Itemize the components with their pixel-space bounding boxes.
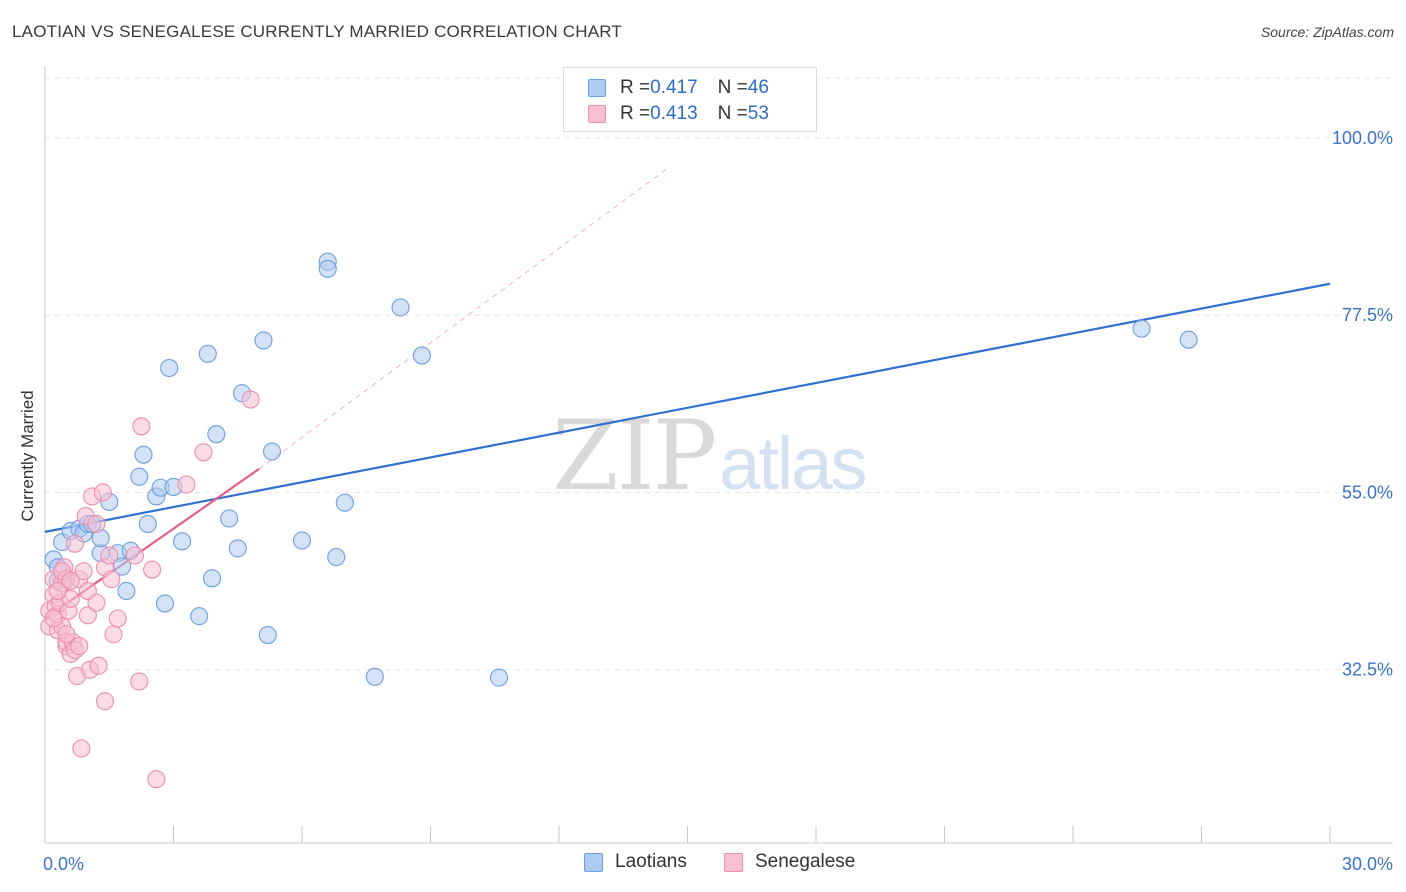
x-tick-label: 30.0%	[1342, 854, 1393, 874]
x-tick-label: 0.0%	[43, 854, 84, 874]
grid-layer	[45, 77, 1393, 671]
n-value: 46	[747, 77, 769, 98]
laotians-point	[190, 607, 209, 626]
laotians-point	[130, 467, 149, 486]
senegalese-point	[143, 560, 162, 579]
senegalese-point	[78, 606, 97, 625]
senegalese-legend-swatch	[724, 852, 743, 872]
senegalese-point	[125, 546, 144, 565]
r-label: R =	[620, 103, 651, 124]
legend-item-senegalese[interactable]: Senegalese	[724, 851, 855, 873]
senegalese-point	[108, 609, 127, 628]
y-tick-label: 55.0%	[1342, 482, 1393, 502]
laotians-point	[203, 569, 222, 588]
tick-label-layer: 100.0% 77.5% 55.0% 32.5% 0.0% 30.0%	[43, 128, 1393, 874]
senegalese-point	[132, 417, 151, 436]
y-tick-label: 77.5%	[1342, 305, 1393, 325]
senegalese-point	[147, 770, 166, 789]
senegalese-trend-extension	[258, 169, 667, 470]
laotians-point	[138, 514, 157, 534]
laotians-point	[292, 531, 312, 550]
watermark-atlas: atlas	[719, 422, 867, 505]
laotians-point	[173, 532, 192, 551]
laotians-swatch	[588, 79, 606, 97]
legend-row-laotians: R = 0.417 N = 46	[588, 76, 769, 100]
laotians-point	[198, 344, 217, 363]
senegalese-point	[100, 546, 119, 565]
r-label: R =	[620, 77, 651, 98]
senegalese-point	[72, 739, 91, 758]
laotians-point	[160, 358, 179, 378]
senegalese-point	[104, 625, 123, 644]
laotians-point	[117, 581, 136, 600]
senegalese-point	[241, 390, 260, 409]
point-layer	[40, 252, 1198, 789]
laotians-point	[1132, 319, 1151, 338]
legend-row-senegalese: R = 0.413 N = 53	[588, 102, 769, 126]
senegalese-point	[194, 443, 213, 462]
r-value: 0.417	[650, 77, 698, 98]
senegalese-point	[93, 483, 112, 502]
y-tick-label: 100.0%	[1332, 128, 1393, 148]
legend-label-senegalese: Senegalese	[755, 851, 856, 872]
laotians-point	[391, 298, 410, 317]
senegalese-point	[87, 593, 106, 612]
r-value: 0.413	[650, 103, 698, 124]
n-label: N =	[717, 77, 748, 98]
series-legend: Laotians Senegalese	[0, 851, 1406, 877]
chart-title: LAOTIAN VS SENEGALESE CURRENTLY MARRIED …	[12, 22, 622, 41]
senegalese-point	[61, 571, 80, 590]
laotians-point	[228, 539, 247, 558]
laotians-point	[327, 548, 346, 567]
laotians-point	[1179, 330, 1198, 349]
laotians-point	[262, 442, 282, 461]
y-tick-label: 32.5%	[1342, 660, 1393, 680]
laotians-point	[318, 259, 337, 278]
n-label: N =	[717, 103, 748, 124]
laotians-point	[254, 331, 273, 350]
senegalese-point	[74, 562, 93, 581]
laotians-point	[134, 445, 153, 464]
senegalese-point	[130, 672, 149, 691]
laotians-point	[365, 667, 384, 686]
laotians-point	[335, 493, 354, 512]
laotians-point	[220, 509, 239, 528]
laotians-point	[412, 346, 431, 365]
laotians-point	[207, 425, 226, 444]
source-label: Source: ZipAtlas.com	[1260, 24, 1394, 40]
senegalese-point	[48, 581, 67, 600]
n-value: 53	[747, 103, 769, 124]
senegalese-point	[65, 534, 85, 553]
senegalese-point	[177, 475, 196, 494]
laotians-legend-swatch	[584, 852, 603, 872]
senegalese-point	[95, 692, 115, 711]
senegalese-point	[44, 609, 63, 628]
senegalese-point	[89, 656, 108, 675]
senegalese-point	[102, 570, 121, 589]
senegalese-point	[57, 625, 76, 644]
laotians-point	[258, 625, 277, 645]
senegalese-point	[70, 637, 89, 656]
legend-item-laotians[interactable]: Laotians	[584, 851, 687, 873]
correlation-legend: R = 0.417 N = 46 R = 0.413 N = 53	[563, 67, 817, 132]
senegalese-point	[87, 514, 106, 534]
legend-label-laotians: Laotians	[615, 851, 687, 872]
laotians-point	[489, 668, 509, 687]
axis-layer	[44, 66, 1393, 844]
laotians-point	[155, 594, 174, 613]
senegalese-swatch	[588, 105, 606, 123]
laotians-trend-line	[44, 282, 1331, 533]
